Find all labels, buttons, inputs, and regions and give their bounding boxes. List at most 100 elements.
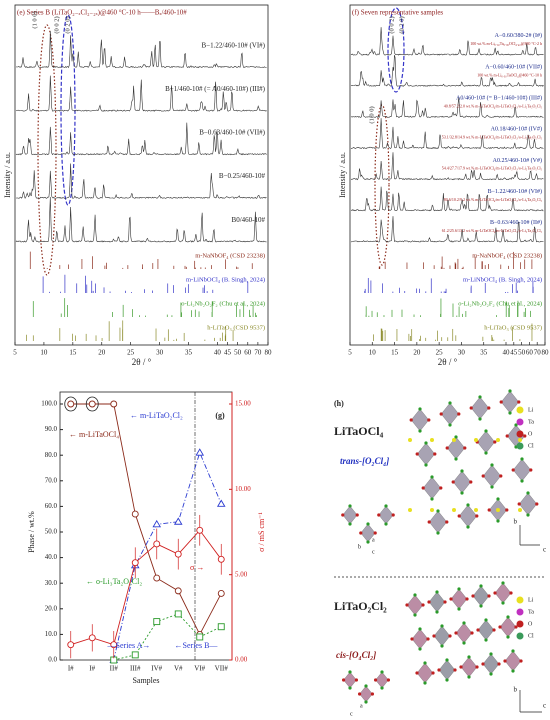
x-tick-label: 70 — [534, 349, 542, 357]
atom — [489, 652, 493, 656]
atom — [408, 508, 412, 512]
atom — [448, 401, 452, 405]
structure-panel: (h) LiTaOCl₄ trans-[O₂Cl₄] LiTaO₂Cl₂ cis… — [334, 389, 546, 717]
atom — [475, 665, 479, 669]
polyhedron — [359, 685, 373, 703]
x-tick-label: 35 — [185, 349, 193, 357]
x-tick-label: V# — [174, 665, 183, 673]
plot-frame — [14, 4, 269, 346]
atom — [467, 675, 471, 679]
atom — [423, 681, 427, 685]
atom — [366, 540, 370, 544]
atom — [474, 508, 478, 512]
atom — [505, 508, 509, 512]
atom — [421, 603, 425, 607]
atom — [405, 603, 409, 607]
reference-label: m-NaNbOF₄ (CSD 23238) — [472, 252, 542, 259]
marker — [216, 499, 226, 507]
atom — [452, 438, 456, 442]
marker — [173, 517, 183, 525]
legend-swatch — [516, 418, 524, 426]
atom — [501, 581, 505, 585]
atom — [430, 497, 434, 501]
marker — [131, 559, 139, 567]
y-tick-label: 90.0 — [45, 425, 58, 433]
series-range: ←Series B— — [175, 641, 219, 650]
polyhedron — [477, 619, 495, 641]
atom — [519, 659, 523, 663]
atom — [459, 665, 463, 669]
xrd-trace — [15, 30, 267, 69]
polyhedron — [428, 510, 448, 534]
atom — [493, 591, 497, 595]
atom — [433, 452, 437, 456]
x-tick-label: 60 — [244, 349, 252, 357]
atom — [503, 659, 507, 663]
atom — [453, 668, 457, 672]
x-tick-label: II# — [110, 665, 119, 673]
marker — [196, 633, 204, 641]
trace-sublabel: 54.4/27.7/17.9 wt.% m-LiTaOCl₄/m-LiTaO₂C… — [442, 166, 543, 171]
x-tick-label: 20 — [413, 349, 421, 357]
x-tick-label: 25 — [127, 349, 135, 357]
x-tick-label: IV# — [151, 665, 162, 673]
xrd-trace — [15, 196, 267, 243]
series-line — [113, 451, 222, 661]
atom — [359, 531, 363, 535]
atom — [526, 513, 530, 517]
hkl-label: (0 0 2) — [388, 16, 395, 33]
atom — [506, 615, 510, 619]
x-tick-label: 10 — [369, 349, 377, 357]
atom — [380, 686, 384, 690]
atom — [418, 627, 422, 631]
trace-label: B−1/460-10# (= A0/460-10#) (III#) — [165, 85, 266, 93]
panel-title: (f) Seven representative samples — [352, 9, 443, 17]
polyhedron — [500, 390, 520, 414]
atom — [409, 418, 413, 422]
atom — [496, 508, 500, 512]
x-axis-label: 2θ / ° — [132, 357, 152, 367]
atom — [348, 522, 352, 526]
atom — [435, 590, 439, 594]
series-label: ← m-LiTaOCl₄ — [69, 430, 119, 439]
x-tick-label: 80 — [265, 349, 273, 357]
atom — [517, 502, 521, 506]
y-tick-label: 20.0 — [45, 604, 58, 612]
atom — [517, 400, 521, 404]
marker — [88, 634, 96, 642]
marker — [217, 589, 225, 597]
atom — [535, 502, 539, 506]
atom — [410, 637, 414, 641]
y-tick-label: 50.0 — [45, 528, 58, 536]
atom — [445, 520, 449, 524]
x-tick-label: I# — [89, 665, 95, 673]
atom — [460, 469, 464, 473]
atom — [454, 457, 458, 461]
atom — [511, 649, 515, 653]
marker — [153, 574, 161, 582]
polyhedron — [455, 622, 473, 644]
atom — [454, 435, 458, 439]
polyhedron — [433, 625, 451, 647]
atom — [499, 474, 503, 478]
atom — [479, 584, 483, 588]
panel-title: (e) Series B (LiTaO₂₋ₓCl₂₋₂ₓ)@460 °C-10 … — [17, 9, 187, 17]
x-tick-label: 40 — [214, 349, 222, 357]
marker — [195, 448, 205, 456]
xrd-trace — [350, 27, 544, 56]
atom — [509, 591, 513, 595]
atom — [354, 678, 358, 682]
atom — [451, 480, 455, 484]
atom — [479, 604, 483, 608]
marker — [153, 540, 161, 548]
x-tick-label: 10 — [40, 349, 48, 357]
y2-tick-label: 5.00 — [235, 570, 248, 578]
x-tick-label: III# — [130, 665, 141, 673]
y-tick-label: 70.0 — [45, 476, 58, 484]
atom — [501, 601, 505, 605]
legend-label: Li — [528, 407, 534, 413]
atom — [445, 658, 449, 662]
xrd-trace — [350, 118, 544, 150]
y-tick-label: 30.0 — [45, 579, 58, 587]
polyhedron — [440, 402, 460, 426]
